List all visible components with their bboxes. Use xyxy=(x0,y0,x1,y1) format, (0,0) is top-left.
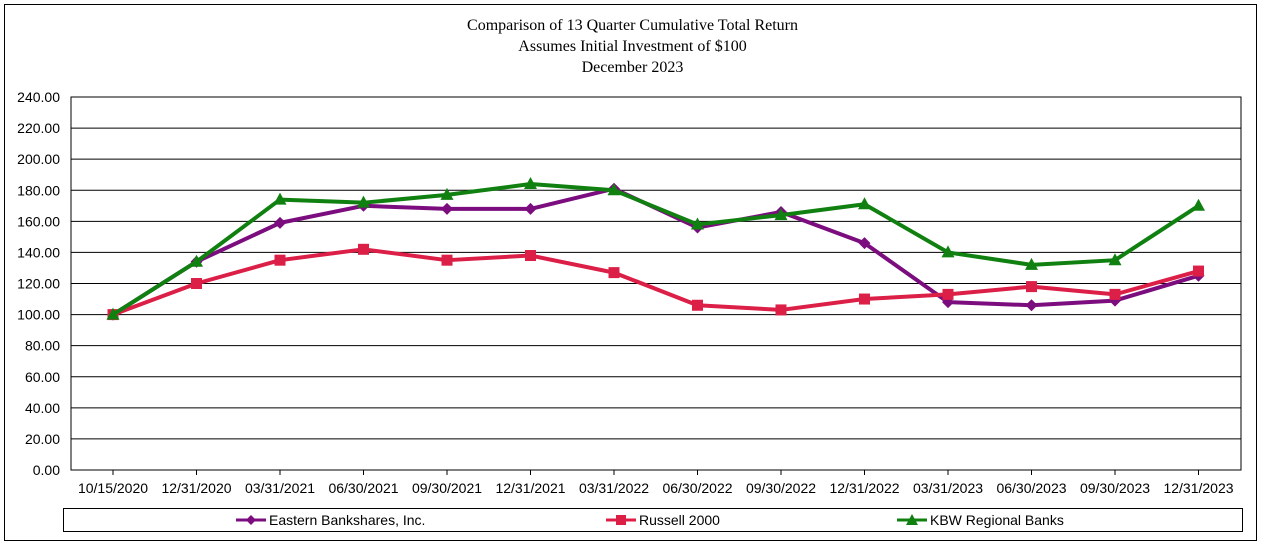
chart-title: Comparison of 13 Quarter Cumulative Tota… xyxy=(467,17,798,34)
series-line-2 xyxy=(111,182,1200,317)
series-2-point-11 xyxy=(1025,257,1038,270)
series-1-point-10 xyxy=(942,288,954,300)
series-2-point-3 xyxy=(357,195,370,208)
x-tick-label-11: 06/30/2023 xyxy=(996,480,1066,496)
series-1-point-12 xyxy=(1109,288,1121,300)
y-tick-label-5: 100.00 xyxy=(17,307,60,323)
series-2-point-0 xyxy=(106,307,120,320)
series-1-point-4 xyxy=(441,254,453,266)
series-0-point-11 xyxy=(1025,299,1038,312)
series-0-point-4 xyxy=(441,202,453,215)
x-tick-label-5: 12/31/2021 xyxy=(495,480,565,496)
series-1-point-3 xyxy=(358,243,369,255)
series-0-point-2 xyxy=(274,216,286,229)
series-1-point-6 xyxy=(608,267,620,279)
series-0-point-5 xyxy=(524,202,537,215)
series-layer xyxy=(106,177,1205,321)
legend-item-eastern-bankshares: Eastern Bankshares, Inc. xyxy=(236,509,425,531)
series-2-point-10 xyxy=(941,245,955,258)
legend-swatch-russell-2000 xyxy=(606,515,636,525)
series-2-point-9 xyxy=(858,197,871,210)
y-tick-label-8: 160.00 xyxy=(17,213,60,229)
chart-subtitle-line-1: Assumes Initial Investment of $100 xyxy=(518,38,747,55)
y-tick-label-11: 220.00 xyxy=(17,120,60,136)
series-2-point-4 xyxy=(440,187,454,200)
y-tick-label-4: 80.00 xyxy=(25,338,60,354)
series-1-point-8 xyxy=(775,304,787,316)
y-tick-label-6: 120.00 xyxy=(17,276,60,292)
legend-label-eastern-bankshares: Eastern Bankshares, Inc. xyxy=(269,512,426,528)
series-1-point-11 xyxy=(1026,281,1037,293)
x-tick-label-13: 12/31/2023 xyxy=(1163,480,1233,496)
series-0-point-9 xyxy=(858,237,871,250)
x-tick-label-3: 06/30/2021 xyxy=(328,480,398,496)
series-2-point-8 xyxy=(774,208,788,221)
legend-label-kbw-regional-banks: KBW Regional Banks xyxy=(930,512,1064,528)
series-2-point-12 xyxy=(1108,253,1122,266)
series-2 xyxy=(106,177,1205,320)
series-line-1 xyxy=(112,247,1200,317)
y-tick-label-0: 0.00 xyxy=(33,462,60,478)
y-tick-label-2: 40.00 xyxy=(25,400,60,416)
legend-label-russell-2000: Russell 2000 xyxy=(639,512,720,528)
x-tick-label-1: 12/31/2020 xyxy=(161,480,231,496)
series-2-point-6 xyxy=(607,183,621,196)
series-1-point-9 xyxy=(859,293,870,305)
x-tick-label-8: 09/30/2022 xyxy=(746,480,816,496)
x-tick-label-7: 06/30/2022 xyxy=(662,480,732,496)
series-1-point-1 xyxy=(191,278,202,289)
x-tick-label-0: 10/15/2020 xyxy=(78,480,148,496)
chart-frame xyxy=(4,4,1257,541)
x-tick-label-9: 12/31/2022 xyxy=(829,480,899,496)
x-axis-ticks: 10/15/2020 12/31/2020 03/31/2021 06/30/2021… xyxy=(78,470,1234,496)
y-tick-label-10: 200.00 xyxy=(17,151,60,167)
series-2-point-1 xyxy=(190,254,203,267)
y-tick-label-12: 240.00 xyxy=(17,89,60,105)
chart-subtitle-line-2: December 2023 xyxy=(581,59,684,76)
x-tick-label-12: 09/30/2023 xyxy=(1080,480,1150,496)
y-tick-label-9: 180.00 xyxy=(17,182,60,198)
series-2-point-13 xyxy=(1192,198,1205,211)
legend-swatch-kbw-regional-banks xyxy=(897,514,927,525)
x-tick-label-10: 03/31/2023 xyxy=(913,480,983,496)
x-tick-label-6: 03/31/2022 xyxy=(579,480,649,496)
y-tick-label-7: 140.00 xyxy=(17,244,60,260)
x-tick-label-4: 09/30/2021 xyxy=(412,480,482,496)
series-1-point-5 xyxy=(525,250,536,262)
grid-lines xyxy=(71,96,1241,471)
y-axis-ticks: 0.00 20.00 40.00 60.00 80.00 100.00 120.00 140.… xyxy=(17,89,60,478)
plot-area-border xyxy=(70,96,1242,471)
y-tick-label-1: 20.00 xyxy=(25,431,60,447)
legend-item-kbw-regional-banks: KBW Regional Banks xyxy=(897,509,1064,531)
x-tick-label-2: 03/31/2021 xyxy=(245,480,315,496)
series-1-point-2 xyxy=(274,254,286,266)
series-2-point-2 xyxy=(273,192,287,205)
series-1 xyxy=(107,243,1204,321)
series-2-point-5 xyxy=(524,177,537,190)
series-1-point-7 xyxy=(692,299,703,311)
legend-swatch-eastern-bankshares xyxy=(236,515,266,525)
series-2-point-7 xyxy=(691,217,704,230)
y-tick-label-3: 60.00 xyxy=(25,369,60,385)
series-1-point-13 xyxy=(1193,265,1204,277)
chart-legend: Eastern Bankshares, Inc. Russell 2000 KB… xyxy=(63,508,1243,532)
legend-item-russell-2000: Russell 2000 xyxy=(606,509,720,531)
